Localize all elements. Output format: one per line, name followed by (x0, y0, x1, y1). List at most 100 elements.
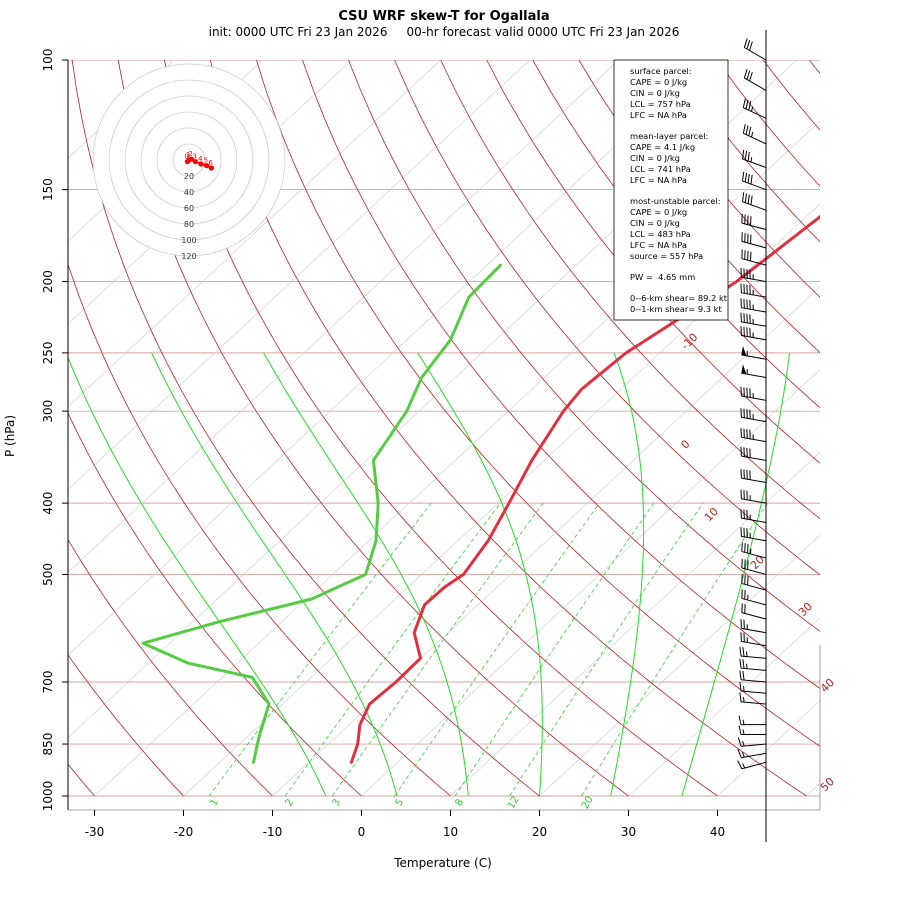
mixing-ratio-label: 20 (580, 794, 596, 811)
barb-staff (741, 436, 767, 443)
barb-full (750, 195, 753, 205)
barb-staff (741, 679, 767, 683)
wind-barb (738, 715, 766, 726)
dry-adiabat-line (348, 60, 820, 632)
hodograph-height-label: 0 (184, 153, 188, 161)
wind-barb (741, 558, 767, 575)
dry-adiabat-line (855, 60, 900, 796)
dry-adiabat-line (68, 412, 362, 797)
barb-full (749, 41, 753, 51)
moist-adiabat-line (263, 352, 469, 797)
isotherm-grid-line (539, 534, 820, 797)
mu-cape: CAPE = 0 J/kg (630, 207, 687, 217)
barb-full (739, 692, 742, 702)
hodograph-point (192, 159, 198, 165)
wind-barb (740, 527, 767, 542)
isotherm-grid-line (68, 60, 708, 656)
mixing-ratio-label: 3 (330, 797, 343, 808)
barb-staff (741, 455, 767, 461)
mixing-ratio-label: 12 (506, 794, 522, 811)
barb-flag (741, 364, 747, 375)
hodograph-height-label: 2 (188, 150, 192, 158)
barb-full (739, 646, 742, 657)
hodograph-ring (92, 63, 286, 257)
mixing-ratio-line (454, 502, 655, 797)
mean-lcl: LCL = 741 hPa (630, 164, 691, 174)
barb-staff (744, 77, 767, 91)
wind-barb (740, 408, 767, 423)
wind-barb (741, 232, 767, 249)
dry-adiabat-line (716, 60, 820, 187)
mean-cape: CAPE = 4.1 J/kg (630, 142, 695, 152)
y-tick-label: 300 (41, 400, 55, 423)
hodograph-height-label: 6 (208, 159, 213, 167)
wind-barb (741, 364, 767, 378)
barb-staff (741, 583, 767, 591)
shear-0-1km: 0--1-km shear= 9.3 kt (630, 304, 722, 314)
barb-full (737, 760, 743, 770)
wind-barb (743, 38, 767, 61)
barb-staff (741, 276, 767, 283)
wind-barb (741, 589, 767, 606)
dry-adiabat-line (440, 60, 820, 520)
barb-full (745, 125, 749, 135)
barb-staff (741, 292, 767, 298)
wind-barb (740, 326, 767, 341)
surface-parcel-header: surface parcel: (630, 66, 692, 76)
y-axis-label: P (hPa) (3, 415, 17, 457)
mixing-ratio-label: 5 (393, 797, 406, 808)
barb-full (743, 38, 748, 48)
barb-staff (742, 180, 767, 191)
barb-full (738, 725, 742, 735)
precipitable-water: PW = 4.65 mm (630, 272, 695, 282)
isotherm-grid-line (68, 60, 530, 490)
barb-full (739, 670, 742, 680)
hodograph-height-label: 4 (198, 155, 203, 163)
x-tick-label: 10 (443, 825, 458, 839)
hodograph-ring (108, 79, 270, 241)
hodograph-height-label: 1 (186, 151, 190, 159)
wind-barb (737, 760, 767, 770)
hodograph-ring (172, 143, 206, 177)
barb-half (750, 156, 753, 163)
barb-full (746, 40, 751, 50)
mixing-ratio-line (331, 502, 544, 797)
barb-staff (741, 627, 767, 634)
moist-adiabat-line (417, 352, 543, 797)
isotherm-grid-line (450, 451, 820, 797)
dry-adiabat-line (71, 60, 540, 797)
barb-staff (742, 158, 767, 169)
wind-barb (742, 171, 767, 191)
wind-barb (741, 213, 767, 231)
barb-full (742, 659, 745, 669)
x-tick-label: 30 (621, 825, 636, 839)
hodograph-ring-label: 20 (184, 172, 194, 181)
wind-barb (739, 681, 767, 694)
barb-staff (741, 321, 767, 327)
barb-full (749, 72, 753, 82)
chart-title: CSU WRF skew-T for Ogallala (338, 9, 549, 24)
mixing-ratio-line (581, 502, 768, 797)
dry-adiabat-line (486, 60, 820, 464)
barb-full (744, 150, 748, 161)
barb-staff (742, 201, 767, 211)
barb-staff (741, 222, 767, 231)
dewpoint-trace (141, 263, 502, 764)
isotherm-label: 0 (678, 437, 692, 451)
wind-barb (740, 312, 767, 327)
barb-full (750, 174, 753, 185)
barb-staff (741, 307, 767, 313)
x-axis-label: Temperature (C) (393, 856, 492, 870)
isotherm-grid-line (183, 203, 820, 797)
wind-barb (739, 692, 767, 705)
mixing-ratio-line (394, 502, 600, 797)
mean-parcel-header: mean-layer parcel: (630, 131, 708, 141)
barb-full (742, 149, 745, 160)
barb-half (742, 729, 745, 735)
mean-lfc: LFC = NA hPa (630, 175, 687, 185)
barb-staff (741, 477, 767, 483)
barb-staff (741, 535, 767, 542)
barb-half (746, 663, 748, 669)
